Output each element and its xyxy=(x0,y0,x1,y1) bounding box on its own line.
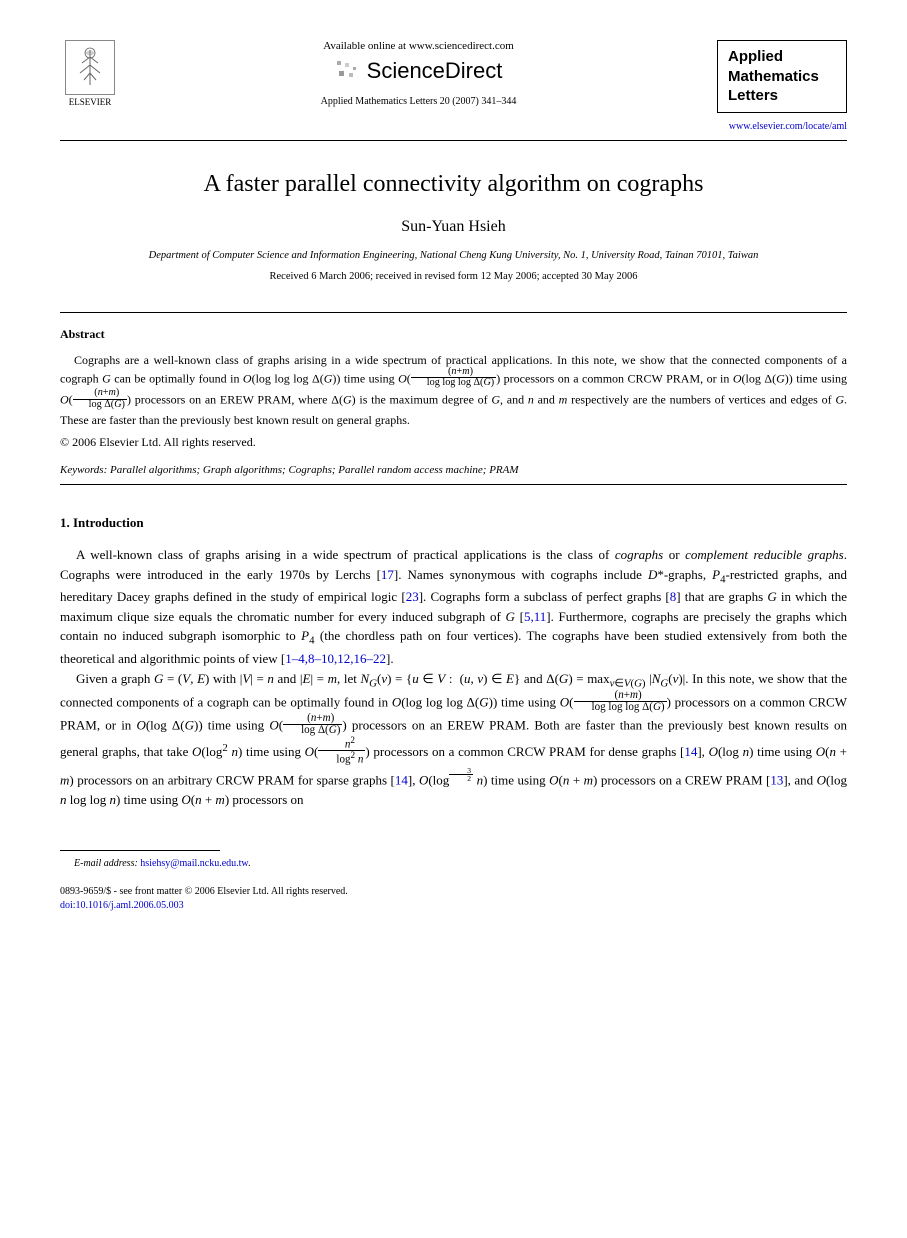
ref-14a[interactable]: 14 xyxy=(684,744,697,759)
abstract-top-rule xyxy=(60,312,847,313)
intro-para-2: Given a graph G = (V, E) with |V| = n an… xyxy=(60,669,847,810)
author-name: Sun-Yuan Hsieh xyxy=(60,218,847,236)
page-footer: 0893-9659/$ - see front matter © 2006 El… xyxy=(60,885,847,913)
received-dates: Received 6 March 2006; received in revis… xyxy=(60,271,847,282)
email-label: E-mail address: xyxy=(74,858,138,869)
journal-title-box: Applied Mathematics Letters xyxy=(717,40,847,113)
ref-range-1[interactable]: 1–4,8–10,12,16–22 xyxy=(285,651,386,666)
sciencedirect-logo: ScienceDirect xyxy=(130,58,707,84)
center-header: Available online at www.sciencedirect.co… xyxy=(120,40,717,107)
ref-13[interactable]: 13 xyxy=(770,773,783,788)
journal-box-line2: Mathematics xyxy=(728,67,836,87)
affiliation: Department of Computer Science and Infor… xyxy=(60,250,847,261)
available-online-text: Available online at www.sciencedirect.co… xyxy=(130,40,707,52)
header-rule xyxy=(60,140,847,141)
sciencedirect-icon xyxy=(335,59,359,83)
page-header: ELSEVIER Available online at www.science… xyxy=(60,40,847,113)
keywords-text: Parallel algorithms; Graph algorithms; C… xyxy=(107,464,518,476)
journal-url[interactable]: www.elsevier.com/locate/aml xyxy=(60,121,847,132)
keywords-label: Keywords: xyxy=(60,464,107,476)
section-1-heading: 1. Introduction xyxy=(60,515,847,531)
elsevier-logo: ELSEVIER xyxy=(60,40,120,107)
footnote-rule xyxy=(60,850,220,851)
footer-copyright: 0893-9659/$ - see front matter © 2006 El… xyxy=(60,885,847,899)
email-link[interactable]: hsiehsy@mail.ncku.edu.tw xyxy=(140,858,248,869)
abstract-bottom-rule xyxy=(60,484,847,485)
sciencedirect-text: ScienceDirect xyxy=(367,58,503,84)
elsevier-label: ELSEVIER xyxy=(69,97,112,107)
abstract-body: Cographs are a well-known class of graph… xyxy=(60,352,847,430)
paper-title: A faster parallel connectivity algorithm… xyxy=(60,171,847,198)
abstract-copyright: © 2006 Elsevier Ltd. All rights reserved… xyxy=(60,435,847,450)
doi-link[interactable]: doi:10.1016/j.aml.2006.05.003 xyxy=(60,900,184,911)
keywords-line: Keywords: Parallel algorithms; Graph alg… xyxy=(60,464,847,476)
ref-14b[interactable]: 14 xyxy=(395,773,408,788)
journal-box-line3: Letters xyxy=(728,86,836,106)
journal-reference: Applied Mathematics Letters 20 (2007) 34… xyxy=(130,96,707,107)
ref-5-11[interactable]: 5,11 xyxy=(524,609,546,624)
intro-para-1: A well-known class of graphs arising in … xyxy=(60,545,847,669)
ref-17[interactable]: 17 xyxy=(381,567,394,582)
journal-box-line1: Applied xyxy=(728,47,836,67)
elsevier-tree-icon xyxy=(65,40,115,95)
ref-8[interactable]: 8 xyxy=(670,589,677,604)
journal-box-wrapper: Applied Mathematics Letters xyxy=(717,40,847,113)
ref-23[interactable]: 23 xyxy=(406,589,419,604)
abstract-heading: Abstract xyxy=(60,327,847,342)
email-footnote: E-mail address: hsiehsy@mail.ncku.edu.tw… xyxy=(60,857,847,871)
